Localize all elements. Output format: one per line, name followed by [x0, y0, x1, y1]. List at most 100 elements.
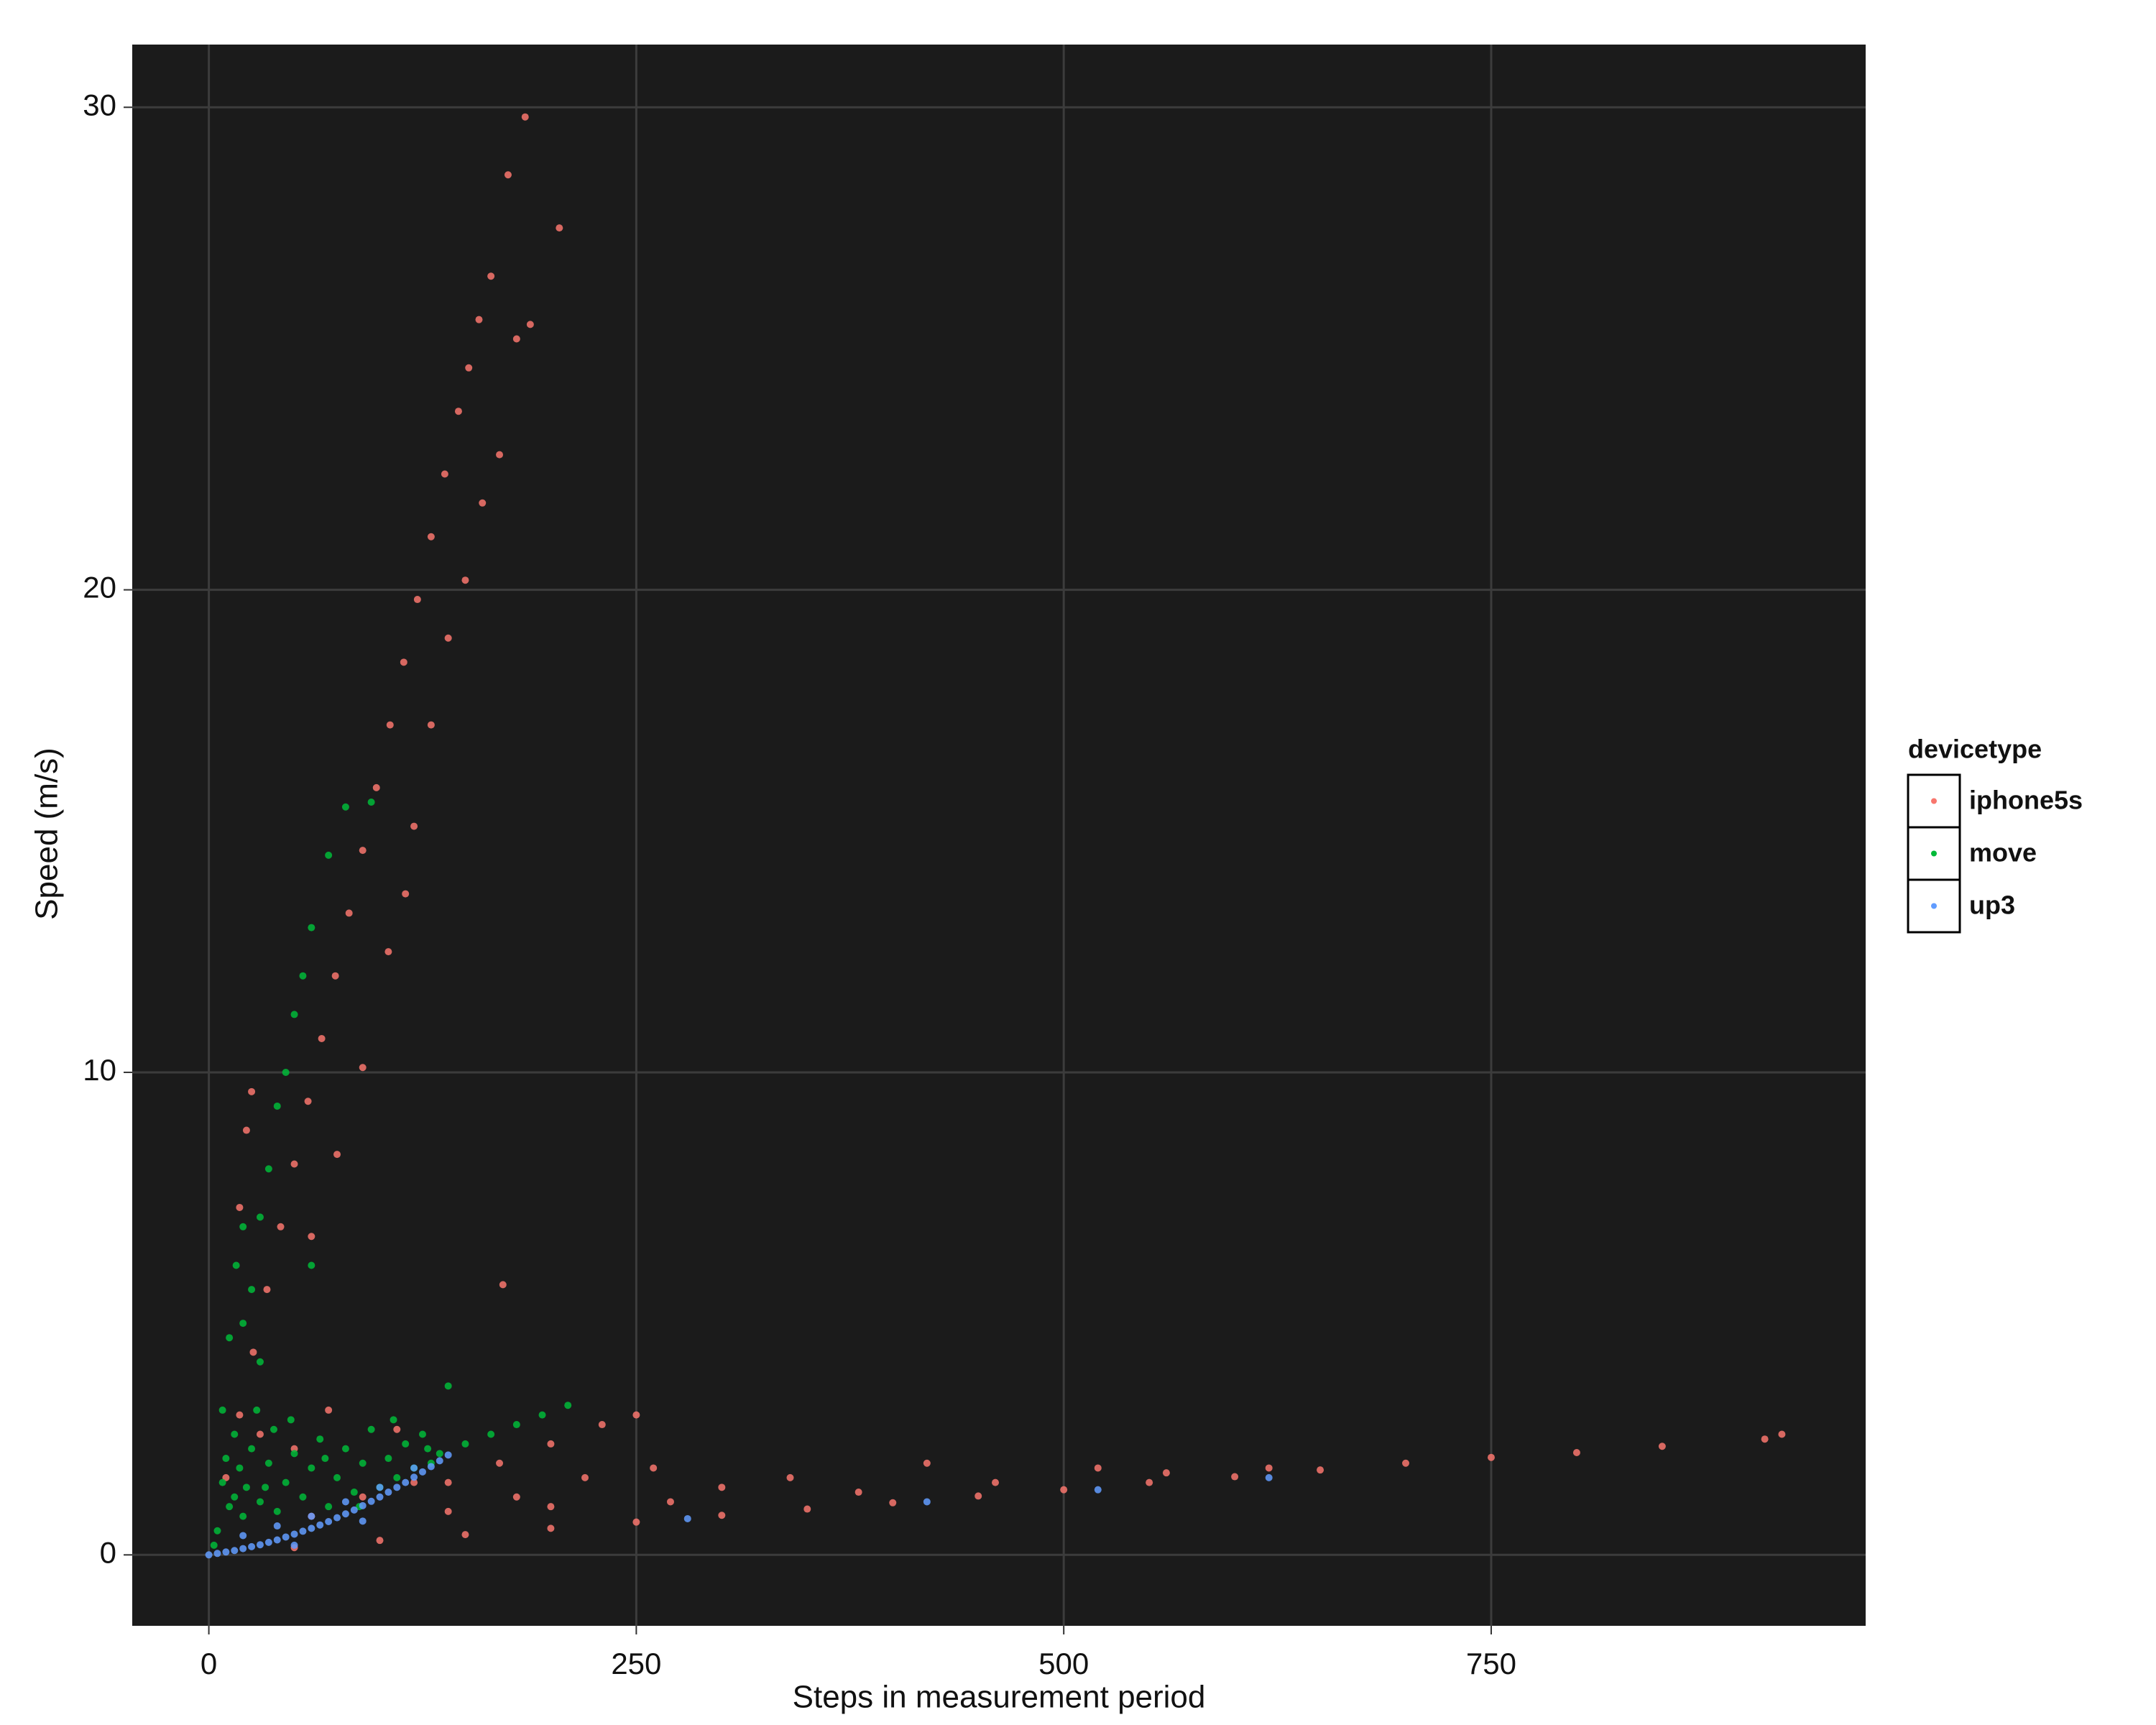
point: [239, 1532, 247, 1540]
legend-swatch: [1931, 903, 1937, 909]
point: [308, 1512, 315, 1520]
point: [424, 1445, 432, 1453]
series-points: [205, 1451, 1273, 1559]
point: [359, 1064, 367, 1072]
series-points: [210, 799, 572, 1549]
point: [1265, 1473, 1273, 1481]
point: [341, 1445, 349, 1453]
point: [273, 1507, 281, 1515]
point: [290, 1530, 298, 1538]
point: [256, 1358, 264, 1366]
point: [372, 783, 380, 791]
point: [1060, 1486, 1068, 1494]
point: [427, 1463, 435, 1471]
point: [376, 1537, 384, 1545]
point: [290, 1011, 298, 1018]
point: [282, 1068, 290, 1076]
point: [410, 1464, 418, 1472]
point: [256, 1541, 264, 1549]
point: [222, 1455, 230, 1463]
point: [359, 1493, 367, 1501]
point: [427, 533, 435, 540]
point: [242, 1126, 250, 1134]
point: [521, 113, 529, 121]
point: [436, 1457, 443, 1465]
point: [236, 1464, 244, 1472]
point: [210, 1541, 218, 1549]
point: [512, 1421, 520, 1429]
point: [299, 1527, 307, 1535]
point: [718, 1512, 726, 1519]
point: [264, 1165, 272, 1173]
point: [236, 1411, 244, 1419]
point: [222, 1548, 230, 1556]
point: [1317, 1466, 1325, 1474]
point: [242, 1484, 250, 1491]
point: [299, 972, 307, 980]
point: [248, 1542, 256, 1550]
point: [270, 1425, 277, 1433]
point: [231, 1547, 239, 1555]
point: [316, 1521, 324, 1529]
point: [239, 1223, 247, 1230]
point: [304, 1098, 312, 1105]
point: [444, 634, 452, 642]
point: [854, 1489, 862, 1496]
point: [282, 1533, 290, 1541]
point: [341, 1498, 349, 1506]
point: [390, 1416, 397, 1424]
point: [1761, 1435, 1769, 1443]
point: [367, 1425, 375, 1433]
point: [359, 1517, 367, 1525]
point: [496, 451, 504, 459]
point: [308, 1233, 315, 1241]
point: [547, 1440, 555, 1448]
legend-label: iphone5s: [1969, 786, 2083, 815]
point: [1094, 1486, 1102, 1494]
point: [632, 1411, 640, 1419]
point: [226, 1503, 234, 1511]
point: [299, 1493, 307, 1501]
point: [231, 1430, 239, 1438]
point: [325, 1517, 333, 1525]
point: [345, 909, 353, 917]
point: [475, 316, 483, 323]
point: [402, 1440, 410, 1448]
point: [290, 1541, 298, 1549]
point: [393, 1473, 401, 1481]
point: [232, 1261, 240, 1269]
point: [350, 1489, 358, 1496]
point: [526, 321, 534, 328]
point: [384, 1489, 392, 1496]
point: [316, 1435, 324, 1443]
point: [1487, 1453, 1495, 1461]
y-axis-title: Speed (m/s): [29, 748, 65, 920]
point: [236, 1203, 244, 1211]
point: [1778, 1430, 1786, 1438]
point: [308, 1261, 315, 1269]
point: [512, 1493, 520, 1501]
point: [239, 1320, 247, 1328]
point: [413, 596, 421, 604]
point: [889, 1499, 897, 1506]
point: [402, 1478, 410, 1486]
point: [556, 224, 563, 232]
point: [1658, 1443, 1666, 1450]
point: [262, 1484, 270, 1491]
point: [1146, 1478, 1153, 1486]
y-tick-label: 30: [83, 88, 116, 121]
point: [1572, 1448, 1580, 1456]
point: [256, 1430, 264, 1438]
point: [538, 1411, 546, 1419]
point: [308, 924, 315, 932]
point: [418, 1430, 426, 1438]
x-tick-label: 250: [611, 1647, 661, 1680]
point: [308, 1464, 315, 1472]
grid: [132, 45, 1866, 1626]
y-tick-label: 10: [83, 1053, 116, 1087]
point: [205, 1551, 213, 1559]
point: [487, 1430, 495, 1438]
point: [632, 1518, 640, 1526]
point: [341, 803, 349, 811]
point: [333, 1473, 341, 1481]
